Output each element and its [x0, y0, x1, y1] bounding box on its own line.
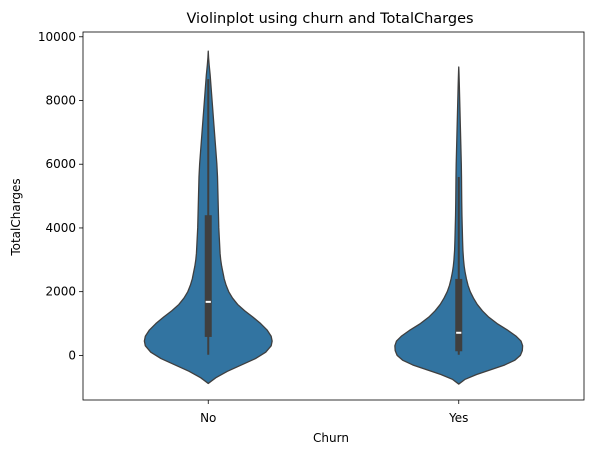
violin-iqr-box-no	[204, 215, 212, 337]
y-tick-label-6000: 6000	[45, 157, 76, 171]
y-tick-label-10000: 10000	[38, 30, 76, 44]
x-axis-label: Churn	[313, 431, 349, 445]
violin-yes	[394, 66, 524, 385]
y-tick-label-2000: 2000	[45, 285, 76, 299]
x-tick-label-yes: Yes	[448, 411, 468, 425]
violin-iqr-box-yes	[455, 278, 463, 352]
x-tick-label-no: No	[200, 411, 216, 425]
violin-no	[143, 50, 273, 385]
x-axis: No Yes	[200, 400, 468, 425]
plot-frame	[82, 31, 585, 401]
y-axis-label: TotalCharges	[9, 178, 23, 256]
chart-title: Violinplot using churn and TotalCharges	[186, 11, 473, 27]
y-tick-label-8000: 8000	[45, 94, 76, 108]
y-tick-label-0: 0	[68, 348, 76, 362]
y-tick-label-4000: 4000	[45, 221, 76, 235]
y-axis: 0 2000 4000 6000 8000 10000	[38, 30, 83, 362]
